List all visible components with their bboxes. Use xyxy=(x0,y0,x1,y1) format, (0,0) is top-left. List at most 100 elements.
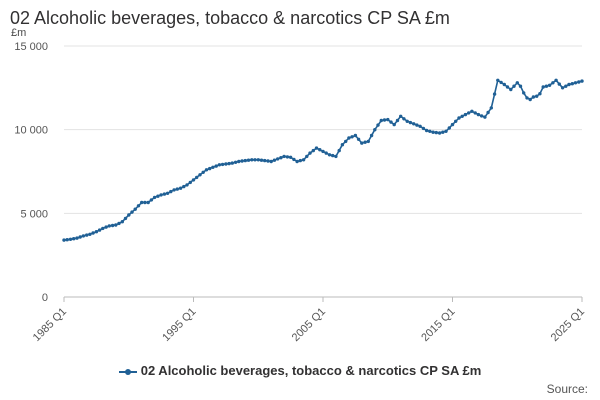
data-point[interactable] xyxy=(292,157,296,162)
data-point[interactable] xyxy=(505,85,510,89)
data-point[interactable] xyxy=(211,165,215,169)
data-point[interactable] xyxy=(535,94,539,98)
data-point[interactable] xyxy=(165,191,170,195)
data-point[interactable] xyxy=(172,188,176,192)
data-point[interactable] xyxy=(379,118,383,123)
data-point[interactable] xyxy=(492,92,497,96)
data-point[interactable] xyxy=(489,106,493,110)
data-point[interactable] xyxy=(266,159,270,163)
data-point[interactable] xyxy=(110,223,115,228)
data-point[interactable] xyxy=(350,135,354,139)
data-point[interactable] xyxy=(288,155,293,159)
data-point[interactable] xyxy=(344,139,348,144)
data-point[interactable] xyxy=(65,238,69,242)
data-point[interactable] xyxy=(331,153,335,158)
data-point[interactable] xyxy=(437,131,442,135)
data-point[interactable] xyxy=(259,158,264,162)
data-point[interactable] xyxy=(301,158,306,162)
data-point[interactable] xyxy=(580,79,584,83)
data-point[interactable] xyxy=(347,136,351,140)
data-point[interactable] xyxy=(522,91,526,95)
data-point[interactable] xyxy=(560,86,565,90)
data-point[interactable] xyxy=(198,173,202,177)
data-point[interactable] xyxy=(327,153,332,157)
data-point[interactable] xyxy=(159,193,163,197)
data-point[interactable] xyxy=(123,216,128,221)
data-point[interactable] xyxy=(476,112,481,117)
data-point[interactable] xyxy=(237,159,241,164)
data-point[interactable] xyxy=(72,237,76,241)
data-point[interactable] xyxy=(227,161,231,166)
data-point[interactable] xyxy=(528,97,532,102)
data-point[interactable] xyxy=(175,187,179,191)
data-point[interactable] xyxy=(473,111,477,115)
data-point[interactable] xyxy=(120,220,125,224)
data-point[interactable] xyxy=(547,83,552,88)
data-point[interactable] xyxy=(276,157,280,161)
data-point[interactable] xyxy=(127,213,131,217)
data-point[interactable] xyxy=(136,204,141,208)
data-point[interactable] xyxy=(107,224,112,228)
data-point[interactable] xyxy=(321,149,325,154)
data-point[interactable] xyxy=(479,114,484,118)
data-point[interactable] xyxy=(62,238,66,242)
data-point[interactable] xyxy=(75,236,79,240)
data-point[interactable] xyxy=(538,92,542,96)
data-point[interactable] xyxy=(91,231,95,235)
data-point[interactable] xyxy=(340,143,345,147)
data-point[interactable] xyxy=(94,230,99,234)
data-point[interactable] xyxy=(195,175,199,180)
data-point[interactable] xyxy=(421,126,426,131)
data-point[interactable] xyxy=(337,148,341,153)
data-point[interactable] xyxy=(204,168,209,172)
legend[interactable]: 02 Alcoholic beverages, tobacco & narcot… xyxy=(0,363,600,378)
data-point[interactable] xyxy=(363,140,367,144)
data-point[interactable] xyxy=(185,183,189,187)
data-point[interactable] xyxy=(156,194,160,198)
data-point[interactable] xyxy=(373,128,377,132)
data-point[interactable] xyxy=(240,159,244,163)
data-point[interactable] xyxy=(415,123,419,127)
data-point[interactable] xyxy=(564,84,568,88)
data-point[interactable] xyxy=(467,111,471,115)
data-point[interactable] xyxy=(243,158,247,163)
data-point[interactable] xyxy=(117,221,121,226)
data-point[interactable] xyxy=(220,162,225,167)
data-point[interactable] xyxy=(402,117,406,121)
data-point[interactable] xyxy=(188,180,192,185)
data-point[interactable] xyxy=(208,166,212,171)
data-point[interactable] xyxy=(434,130,438,135)
data-point[interactable] xyxy=(224,162,228,166)
data-point[interactable] xyxy=(298,158,302,163)
data-point[interactable] xyxy=(272,158,277,162)
data-point[interactable] xyxy=(230,161,234,165)
data-point[interactable] xyxy=(570,82,574,86)
data-point[interactable] xyxy=(334,154,338,159)
data-point[interactable] xyxy=(418,124,422,128)
data-point[interactable] xyxy=(318,148,322,152)
data-point[interactable] xyxy=(557,82,561,86)
data-point[interactable] xyxy=(146,200,150,205)
data-point[interactable] xyxy=(97,228,102,232)
data-point[interactable] xyxy=(324,151,328,155)
data-point[interactable] xyxy=(463,112,468,117)
data-point[interactable] xyxy=(424,128,429,133)
data-point[interactable] xyxy=(554,78,558,83)
data-point[interactable] xyxy=(389,120,393,124)
data-point[interactable] xyxy=(525,96,529,100)
data-point[interactable] xyxy=(441,130,445,134)
data-point[interactable] xyxy=(386,117,390,122)
data-point[interactable] xyxy=(233,160,238,164)
data-point[interactable] xyxy=(178,186,183,190)
data-point[interactable] xyxy=(486,110,490,115)
data-point[interactable] xyxy=(311,148,315,153)
data-point[interactable] xyxy=(143,200,147,205)
data-point[interactable] xyxy=(541,85,545,89)
data-point[interactable] xyxy=(518,84,523,88)
data-point[interactable] xyxy=(454,119,458,124)
data-point[interactable] xyxy=(392,122,396,127)
data-point[interactable] xyxy=(201,170,205,174)
data-point[interactable] xyxy=(470,109,474,114)
data-point[interactable] xyxy=(152,195,157,200)
data-point[interactable] xyxy=(282,154,286,159)
